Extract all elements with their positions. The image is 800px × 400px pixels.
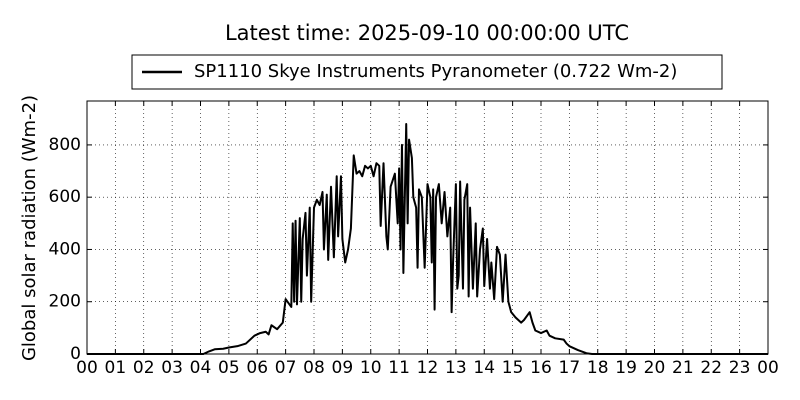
x-tick-label: 19 bbox=[615, 358, 637, 378]
x-tick-label: 11 bbox=[388, 358, 410, 378]
x-tick-label: 13 bbox=[445, 358, 467, 378]
x-tick-label: 22 bbox=[700, 358, 722, 378]
x-tick-label: 23 bbox=[729, 358, 751, 378]
x-tick-label: 17 bbox=[559, 358, 581, 378]
y-axis-label: Global solar radiation (Wm-2) bbox=[19, 95, 40, 361]
y-tick-label: 800 bbox=[49, 135, 81, 155]
x-tick-label: 00 bbox=[76, 358, 98, 378]
y-tick-label: 200 bbox=[49, 292, 81, 312]
x-tick-label: 09 bbox=[332, 358, 354, 378]
data-line bbox=[87, 123, 768, 355]
plot-frame bbox=[86, 100, 769, 355]
x-tick-label: 10 bbox=[360, 358, 382, 378]
x-tick-label: 08 bbox=[303, 358, 325, 378]
x-tick-label: 05 bbox=[218, 358, 240, 378]
x-tick-label: 07 bbox=[275, 358, 297, 378]
x-tick-label: 01 bbox=[105, 358, 127, 378]
x-tick-label: 04 bbox=[190, 358, 212, 378]
x-tick-label: 00 bbox=[757, 358, 779, 378]
y-tick-label: 600 bbox=[49, 187, 81, 207]
x-tick-label: 03 bbox=[161, 358, 183, 378]
x-tick-label: 14 bbox=[473, 358, 495, 378]
legend-label: SP1110 Skye Instruments Pyranometer (0.7… bbox=[194, 61, 677, 82]
x-tick-label: 15 bbox=[502, 358, 524, 378]
x-tick-label: 06 bbox=[246, 358, 268, 378]
x-tick-label: 21 bbox=[672, 358, 694, 378]
chart-title: Latest time: 2025-09-10 00:00:00 UTC bbox=[225, 21, 629, 45]
x-tick-label: 18 bbox=[587, 358, 609, 378]
y-tick-label: 400 bbox=[49, 239, 81, 259]
legend-box bbox=[131, 54, 723, 90]
x-tick-label: 16 bbox=[530, 358, 552, 378]
y-tick-label: 0 bbox=[70, 344, 81, 364]
x-tick-label: 02 bbox=[133, 358, 155, 378]
x-tick-label: 12 bbox=[417, 358, 439, 378]
x-tick-label: 20 bbox=[644, 358, 666, 378]
